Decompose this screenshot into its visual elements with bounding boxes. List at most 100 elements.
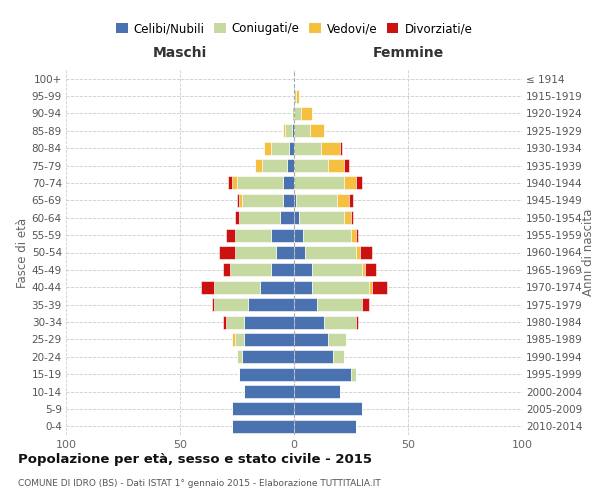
Y-axis label: Fasce di età: Fasce di età	[16, 218, 29, 288]
Bar	[299, 211, 344, 224]
Bar	[271, 264, 294, 276]
Bar	[235, 333, 244, 346]
Bar	[301, 107, 312, 120]
Bar	[237, 194, 239, 207]
Bar	[244, 333, 294, 346]
Bar	[280, 211, 294, 224]
Bar	[285, 124, 292, 138]
Bar	[356, 228, 358, 241]
Bar	[317, 298, 362, 311]
Text: Maschi: Maschi	[153, 46, 207, 60]
Bar	[294, 228, 303, 241]
Bar	[337, 194, 349, 207]
Y-axis label: Anni di nascita: Anni di nascita	[582, 209, 595, 296]
Text: Popolazione per età, sesso e stato civile - 2015: Popolazione per età, sesso e stato civil…	[18, 452, 372, 466]
Text: COMUNE DI IDRO (BS) - Dati ISTAT 1° gennaio 2015 - Elaborazione TUTTITALIA.IT: COMUNE DI IDRO (BS) - Dati ISTAT 1° genn…	[18, 479, 381, 488]
Bar	[244, 385, 294, 398]
Bar	[294, 264, 312, 276]
Bar	[362, 264, 365, 276]
Bar	[328, 333, 346, 346]
Bar	[296, 90, 299, 102]
Bar	[303, 228, 351, 241]
Bar	[356, 246, 360, 259]
Text: Femmine: Femmine	[373, 46, 443, 60]
Bar	[228, 176, 232, 190]
Bar	[242, 350, 294, 364]
Bar	[232, 402, 294, 415]
Bar	[292, 107, 294, 120]
Bar	[219, 246, 235, 259]
Bar	[322, 142, 340, 154]
Bar	[369, 280, 371, 294]
Bar	[333, 350, 344, 364]
Bar	[371, 280, 388, 294]
Bar	[328, 159, 344, 172]
Bar	[312, 264, 362, 276]
Bar	[360, 246, 371, 259]
Legend: Celibi/Nubili, Coniugati/e, Vedovi/e, Divorziati/e: Celibi/Nubili, Coniugati/e, Vedovi/e, Di…	[111, 18, 477, 40]
Bar	[283, 194, 294, 207]
Bar	[323, 316, 356, 328]
Bar	[232, 333, 235, 346]
Bar	[226, 228, 235, 241]
Bar	[287, 159, 294, 172]
Bar	[235, 246, 276, 259]
Bar	[294, 194, 296, 207]
Bar	[283, 176, 294, 190]
Bar	[223, 316, 226, 328]
Bar	[232, 420, 294, 433]
Bar	[351, 368, 356, 380]
Bar	[235, 228, 271, 241]
Bar	[294, 107, 301, 120]
Bar	[356, 316, 358, 328]
Bar	[294, 385, 340, 398]
Bar	[310, 124, 323, 138]
Bar	[255, 159, 262, 172]
Bar	[214, 298, 248, 311]
Bar	[344, 211, 351, 224]
Bar	[312, 280, 369, 294]
Bar	[294, 316, 323, 328]
Bar	[214, 280, 260, 294]
Bar	[239, 368, 294, 380]
Bar	[242, 194, 283, 207]
Bar	[230, 264, 271, 276]
Bar	[265, 142, 271, 154]
Bar	[212, 298, 214, 311]
Bar	[294, 124, 310, 138]
Bar	[344, 176, 356, 190]
Bar	[294, 246, 305, 259]
Bar	[294, 420, 356, 433]
Bar	[365, 264, 376, 276]
Bar	[294, 176, 344, 190]
Bar	[351, 228, 356, 241]
Bar	[294, 280, 312, 294]
Bar	[294, 350, 333, 364]
Bar	[292, 124, 294, 138]
Bar	[294, 90, 296, 102]
Bar	[294, 298, 317, 311]
Bar	[239, 211, 280, 224]
Bar	[244, 316, 294, 328]
Bar	[248, 298, 294, 311]
Bar	[305, 246, 356, 259]
Bar	[349, 194, 353, 207]
Bar	[294, 159, 328, 172]
Bar	[362, 298, 369, 311]
Bar	[294, 333, 328, 346]
Bar	[351, 211, 353, 224]
Bar	[344, 159, 349, 172]
Bar	[340, 142, 342, 154]
Bar	[237, 176, 283, 190]
Bar	[283, 124, 285, 138]
Bar	[294, 368, 351, 380]
Bar	[294, 211, 299, 224]
Bar	[237, 350, 242, 364]
Bar	[294, 402, 362, 415]
Bar	[239, 194, 242, 207]
Bar	[200, 280, 214, 294]
Bar	[232, 176, 237, 190]
Bar	[223, 264, 230, 276]
Bar	[276, 246, 294, 259]
Bar	[260, 280, 294, 294]
